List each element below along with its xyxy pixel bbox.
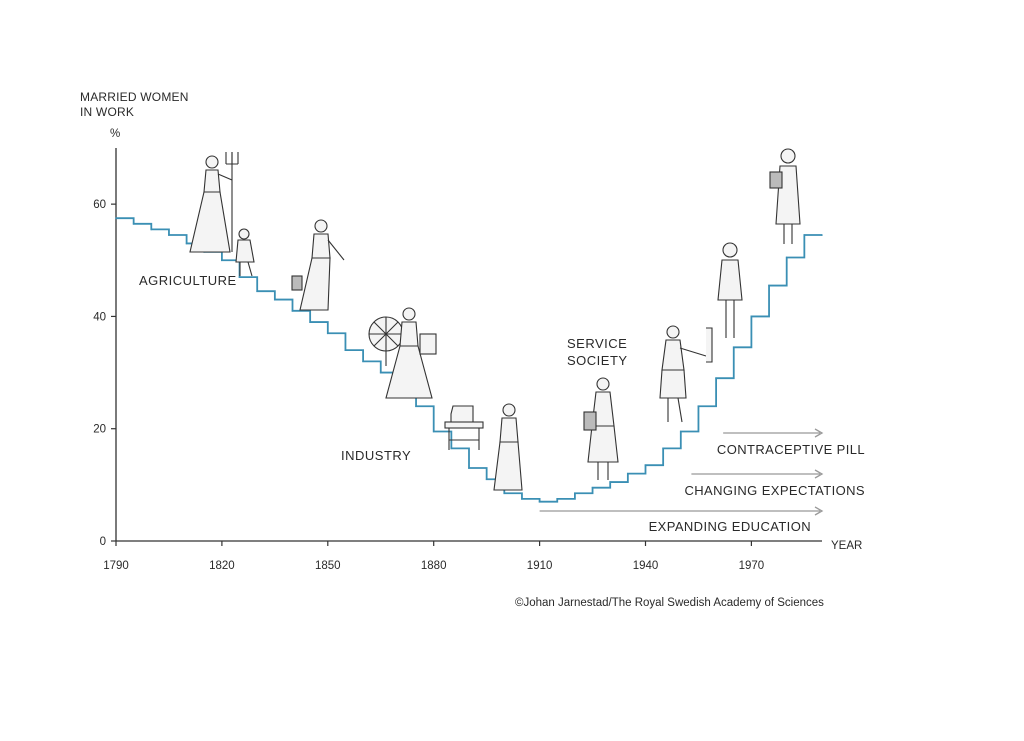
teacher-at-chart-icon: [659, 325, 713, 423]
era-label-agriculture: AGRICULTURE: [139, 273, 237, 288]
data-point-1965: [732, 346, 735, 349]
child-icon: [235, 228, 255, 277]
x-tick-label-1850: 1850: [315, 560, 341, 572]
data-point-1865: [379, 371, 382, 374]
y-tick-label-60: 60: [93, 199, 106, 211]
data-point-1845: [309, 321, 311, 323]
data-point-1950: [680, 430, 682, 433]
woman-at-spinning-wheel-icon: [385, 307, 437, 399]
data-point-1825: [238, 276, 241, 278]
data-point-1930: [609, 481, 611, 483]
x-axis-label: YEAR: [831, 540, 862, 552]
data-point-1920: [574, 492, 576, 495]
data-point-1970: [750, 315, 753, 318]
data-point-1850: [327, 332, 329, 335]
data-point-1935: [627, 472, 629, 475]
professional-woman-with-bag-icon: [769, 148, 801, 244]
factor-label-changing-expectations: CHANGING EXPECTATIONS: [684, 483, 865, 498]
data-point-1985: [803, 234, 806, 236]
era-label-society: SOCIETY: [567, 353, 628, 368]
x-tick-label-1880: 1880: [421, 560, 447, 572]
data-point-1820: [221, 259, 223, 262]
data-point-1945: [662, 447, 664, 450]
data-point-1895: [485, 478, 488, 481]
data-point-1835: [274, 298, 276, 301]
y-axis-label-line1: MARRIED WOMEN: [80, 90, 189, 104]
factor-arrows: CONTRACEPTIVE PILL CHANGING EXPECTATIONS…: [539, 428, 865, 534]
data-point-1925: [591, 486, 594, 489]
data-point-1875: [415, 405, 417, 408]
farm-woman-with-pitchfork-icon: [189, 152, 239, 253]
data-point-1855: [344, 349, 347, 351]
y-ticks: 0 20 40 60: [93, 199, 116, 548]
data-point-1860: [362, 360, 364, 363]
woman-carrying-bucket-icon: [291, 219, 345, 311]
data-point-1975: [768, 284, 770, 287]
data-point-1940: [644, 464, 647, 467]
data-point-1810: [185, 242, 188, 245]
y-tick-label-40: 40: [93, 311, 106, 323]
data-point-1890: [468, 467, 470, 469]
data-point-1790: [115, 217, 117, 219]
x-tick-label-1820: 1820: [209, 560, 235, 572]
y-tick-label-20: 20: [93, 424, 106, 436]
data-point-1915: [556, 498, 559, 500]
data-point-1955: [697, 405, 700, 408]
era-label-service: SERVICE: [567, 336, 627, 351]
x-tick-label-1790: 1790: [103, 560, 129, 572]
factor-label-contraceptive-pill: CONTRACEPTIVE PILL: [717, 442, 865, 457]
data-point-1905: [521, 498, 523, 500]
data-point-1980: [785, 256, 788, 259]
data-point-1805: [168, 234, 170, 236]
y-axis-label-line2: IN WORK: [80, 105, 134, 119]
data-point-1880: [432, 430, 435, 433]
x-tick-label-1910: 1910: [527, 560, 553, 572]
factor-label-expanding-education: EXPANDING EDUCATION: [649, 519, 811, 534]
data-point-1990: [821, 234, 823, 236]
y-tick-label-0: 0: [100, 536, 106, 548]
y-axis-unit: %: [110, 128, 120, 140]
businesswoman-icon: [717, 242, 743, 338]
data-point-1840: [291, 310, 294, 312]
data-point-1830: [256, 290, 259, 292]
x-ticks: 1790 1820 1850 1880 1910 1940 1970: [103, 541, 764, 572]
seamstress-icon: [493, 403, 523, 491]
data-point-1800: [150, 228, 153, 231]
factor-arrowhead-2: [814, 506, 824, 516]
data-point-1900: [503, 492, 506, 495]
factor-arrowhead-1: [814, 469, 824, 479]
data-point-1885: [450, 447, 453, 450]
data-point-1910: [538, 500, 541, 503]
sewing-machine-icon: [444, 405, 484, 450]
factor-arrowhead-0: [814, 428, 824, 438]
data-point-1960: [715, 377, 717, 379]
x-tick-label-1940: 1940: [633, 560, 659, 572]
data-point-1795: [132, 222, 135, 225]
office-woman-with-folder-icon: [583, 377, 619, 480]
era-label-industry: INDUSTRY: [341, 448, 411, 463]
image-credit: ©Johan Jarnestad/The Royal Swedish Acade…: [515, 597, 824, 609]
x-tick-label-1970: 1970: [739, 560, 765, 572]
